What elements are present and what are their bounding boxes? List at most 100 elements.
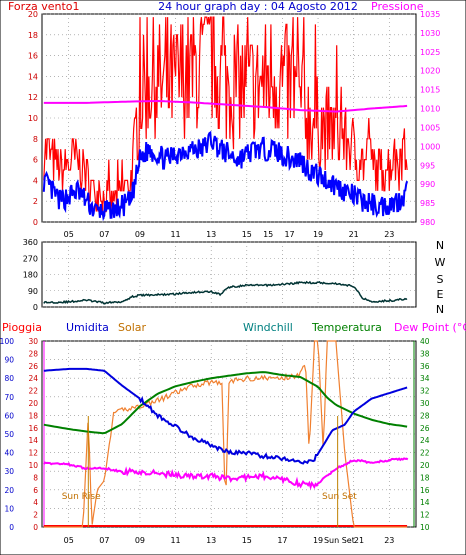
- dewpoint-tick: 22: [28, 387, 38, 396]
- top-right-tick: 1015: [420, 86, 440, 95]
- bottom-x-tick: 15: [242, 536, 252, 545]
- humidity-tick: 40: [4, 449, 14, 458]
- temperature-tick: 14: [420, 498, 430, 507]
- mid-left-tick: 360: [23, 238, 38, 247]
- top-left-tick: 0: [33, 218, 38, 227]
- temperature-line: [43, 371, 408, 435]
- top-right-tick: 1025: [420, 48, 440, 57]
- temperature-tick: 32: [420, 387, 430, 396]
- dewpoint-tick: 28: [28, 349, 38, 358]
- top-x-tick: 05: [64, 230, 74, 239]
- top-left-tick: 6: [33, 156, 38, 165]
- temperature-tick: 22: [420, 449, 430, 458]
- dewpoint-tick: 2: [33, 511, 38, 520]
- top-right-tick: 985: [420, 199, 435, 208]
- top-right-tick: 1035: [420, 10, 440, 19]
- top-left-tick: 14: [28, 72, 38, 81]
- temperature-tick: 30: [420, 399, 430, 408]
- mid-left-tick: 270: [23, 254, 38, 263]
- top-x-tick: 17: [284, 230, 294, 239]
- top-x-tick: 15: [242, 230, 252, 239]
- bottom-x-tick: 07: [99, 536, 109, 545]
- temperature-label: Temperatura: [311, 321, 382, 334]
- dewpoint-tick: 0: [33, 523, 38, 532]
- bottom-x-tick: 11: [170, 536, 180, 545]
- top-left-tick: 18: [28, 31, 38, 40]
- top-x-tick: 13: [206, 230, 216, 239]
- top-right-tick: 1005: [420, 123, 440, 132]
- temperature-tick: 20: [420, 461, 430, 470]
- dewpoint-tick: 18: [28, 411, 38, 420]
- bottom-x-tick: Sun Set: [324, 536, 355, 545]
- bottom-x-tick: 13: [206, 536, 216, 545]
- top-right-tick: 1010: [420, 105, 440, 114]
- mid-left-tick: 180: [23, 271, 38, 280]
- top-plot-area: 0 2 4 6 8 10 12 14 16 18 20 980 985 990 995 1000 1005 101…: [28, 10, 441, 239]
- top-title: 24 hour graph day : 04 Agosto 2012: [158, 0, 358, 13]
- pressure-label: Pressione: [371, 0, 424, 13]
- dewpoint-tick: 30: [28, 337, 38, 346]
- top-x-tick: 21: [349, 230, 359, 239]
- dewpoint-tick: 20: [28, 399, 38, 408]
- temperature-tick: 12: [420, 511, 430, 520]
- humidity-tick: 70: [4, 393, 14, 402]
- top-x-tick: 07: [99, 230, 109, 239]
- wind-direction-line: [43, 280, 408, 305]
- top-left-tick: 10: [28, 114, 38, 123]
- dewpoint-tick: 26: [28, 362, 38, 371]
- compass-letter: S: [437, 273, 444, 286]
- top-x-tick: 19: [313, 230, 323, 239]
- top-right-tick: 980: [420, 218, 435, 227]
- mid-left-tick: 90: [28, 287, 38, 296]
- dewpoint-tick: 16: [28, 424, 38, 433]
- dewpoint-tick: 4: [33, 498, 38, 507]
- temperature-tick: 28: [420, 411, 430, 420]
- top-left-tick: 20: [28, 10, 38, 19]
- dewpoint-tick: 14: [28, 436, 38, 445]
- dewpoint-line: [43, 457, 409, 490]
- humidity-tick: 60: [4, 411, 14, 420]
- dewpoint-tick: 8: [33, 473, 38, 482]
- bottom-x-tick: 09: [135, 536, 145, 545]
- top-left-tick: 16: [28, 52, 38, 61]
- top-right-tick: 1020: [420, 67, 440, 76]
- compass-letter: N: [436, 239, 444, 252]
- temperature-tick: 34: [420, 374, 430, 383]
- mid-left-tick: 0: [33, 303, 38, 312]
- dewpoint-tick: 10: [28, 461, 38, 470]
- wind-average-line: [42, 130, 409, 222]
- humidity-tick: 100: [0, 337, 14, 346]
- humidity-tick: 80: [4, 374, 14, 383]
- bottom-x-tick: 05: [64, 536, 74, 545]
- dewpoint-label: Dew Point (°C): [394, 321, 466, 334]
- sunset-label: Sun Set: [322, 492, 357, 502]
- temperature-tick: 26: [420, 424, 430, 433]
- temperature-tick: 10: [420, 523, 430, 532]
- temperature-tick: 24: [420, 436, 430, 445]
- top-x-tick: 11: [170, 230, 180, 239]
- humidity-tick: 20: [4, 486, 14, 495]
- humidity-line: [43, 367, 408, 465]
- compass-letter: N: [436, 303, 444, 316]
- bottom-x-tick: 21: [354, 536, 364, 545]
- dewpoint-tick: 6: [33, 486, 38, 495]
- humidity-tick: 30: [4, 467, 14, 476]
- bottom-x-tick: 19: [313, 536, 323, 545]
- top-right-tick: 990: [420, 180, 435, 189]
- humidity-tick: 10: [4, 504, 14, 513]
- top-right-tick: 1000: [420, 142, 440, 151]
- dewpoint-tick: 12: [28, 449, 38, 458]
- temperature-tick: 16: [420, 486, 430, 495]
- rain-label: Pioggia: [2, 321, 42, 334]
- top-left-tick: 2: [33, 197, 38, 206]
- bottom-x-tick: 17: [277, 536, 287, 545]
- temperature-tick: 36: [420, 362, 430, 371]
- humidity-tick: 0: [9, 523, 14, 532]
- top-left-tick: 4: [33, 176, 38, 185]
- wind-label: Forza vento1: [8, 0, 80, 13]
- solar-line: [43, 340, 408, 528]
- top-right-tick: 995: [420, 161, 435, 170]
- temperature-tick: 18: [420, 473, 430, 482]
